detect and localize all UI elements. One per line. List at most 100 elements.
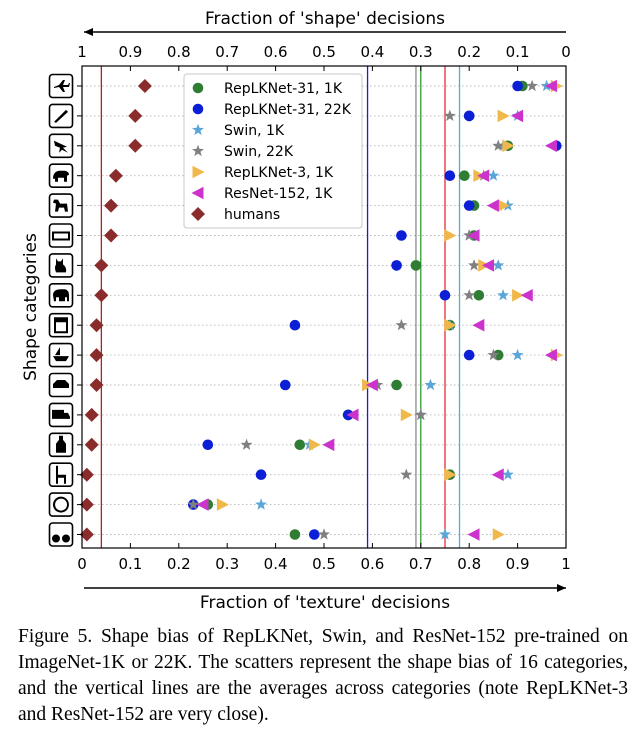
point-swin-1k-cat: [492, 259, 505, 271]
bear-icon: [48, 163, 74, 188]
point-humans-keyboard: [104, 228, 119, 243]
legend-marker: [191, 186, 204, 200]
point-replknet-31-22k-bear: [444, 170, 456, 181]
legend-label: ResNet-152, 1K: [224, 186, 333, 202]
point-replknet-31-22k-knife: [463, 110, 475, 122]
legend-item: RepLKNet-31, 22K: [192, 102, 352, 118]
point-swin-22k-boat: [487, 348, 500, 361]
point-resnet-152-1k-bear: [477, 169, 490, 182]
point-replknet-31-1k-bottle: [294, 439, 306, 451]
legend-marker: [192, 82, 204, 94]
knife-icon: [48, 103, 74, 129]
point-replknet-3-1k-oven: [444, 318, 457, 332]
legend-marker: [192, 103, 204, 115]
point-humans-truck: [84, 407, 99, 422]
bottom-tick-label: 0.8: [457, 555, 481, 573]
point-swin-22k-elephant: [463, 289, 476, 301]
legend-label: Swin, 22K: [224, 144, 294, 160]
top-tick-label: 0.8: [167, 43, 191, 61]
point-replknet-31-22k-keyboard: [396, 230, 407, 241]
point-replknet-31-22k-bicycle: [309, 529, 320, 540]
legend-marker: [192, 165, 205, 179]
point-resnet-152-1k-bottle: [322, 438, 335, 452]
average-lines: [100, 66, 461, 548]
truck-icon: [48, 402, 74, 428]
top-tick-label: 0.2: [457, 43, 481, 61]
point-swin-22k-oven: [395, 318, 408, 331]
boat-icon: [48, 342, 74, 368]
bottom-tick-label: 0.1: [118, 555, 142, 573]
bottom-tick-label: 1: [561, 555, 571, 573]
bottom-tick-label: 0.9: [506, 555, 530, 573]
point-humans-dog: [104, 198, 119, 213]
point-resnet-152-1k-bird: [544, 139, 557, 153]
dog-icon: [48, 193, 74, 218]
legend-label: RepLKNet-3, 1K: [224, 165, 334, 181]
point-replknet-31-22k-chair: [255, 469, 267, 481]
point-resnet-152-1k-airplane: [544, 79, 557, 93]
point-swin-22k-airplane: [526, 79, 539, 92]
point-replknet-3-1k-dog: [497, 199, 510, 212]
top-tick-label: 0.5: [312, 43, 336, 61]
point-replknet-3-1k-keyboard: [444, 229, 457, 242]
category-icons: [48, 73, 74, 547]
point-humans-cat: [94, 258, 109, 273]
oven-icon: [48, 312, 74, 338]
top-tick-label: 1: [77, 43, 87, 61]
point-replknet-3-1k-chair: [444, 468, 457, 481]
point-swin-1k-car: [424, 378, 437, 391]
point-replknet-31-22k-elephant: [439, 290, 451, 301]
point-replknet-3-1k-bicycle: [492, 528, 505, 541]
airplane-icon: [48, 73, 74, 99]
point-replknet-31-22k-car: [279, 379, 291, 391]
bird-icon: [48, 133, 74, 159]
bottom-tick-label: 0.5: [312, 555, 336, 573]
x-axis-title: Fraction of 'texture' decisions: [200, 593, 450, 613]
top-tick-label: 0.6: [264, 43, 288, 61]
point-resnet-152-1k-keyboard: [467, 229, 480, 242]
bottom-tick-label: 0.3: [215, 555, 239, 573]
gridlines: [82, 85, 566, 535]
point-swin-22k-bird: [492, 139, 505, 151]
bottom-tick-label: 0.7: [409, 555, 433, 573]
legend-box: [183, 73, 363, 229]
point-humans-clock: [79, 497, 94, 512]
legend-label: humans: [224, 207, 280, 223]
point-replknet-31-1k-bicycle: [289, 529, 301, 540]
y-axis-title: Shape categories: [21, 233, 41, 381]
point-swin-1k-clock: [255, 498, 268, 510]
clock-icon: [48, 492, 74, 517]
legend-item: RepLKNet-31, 1K: [192, 81, 343, 97]
top-tick-label: 0.9: [118, 43, 142, 61]
point-replknet-3-1k-truck: [400, 408, 413, 422]
point-replknet-31-22k-bottle: [202, 439, 214, 451]
bottom-tick-label: 0: [77, 555, 87, 573]
point-swin-22k-chair: [400, 468, 413, 480]
point-humans-bottle: [84, 437, 99, 452]
cat-icon: [48, 253, 74, 278]
point-humans-airplane: [137, 79, 152, 93]
point-replknet-3-1k-elephant: [512, 289, 525, 302]
point-resnet-152-1k-knife: [511, 109, 524, 123]
top-tick-label: 0.7: [215, 43, 239, 61]
point-resnet-152-1k-car: [365, 378, 378, 392]
point-humans-oven: [89, 318, 104, 333]
point-humans-bear: [108, 168, 123, 183]
point-replknet-31-22k-oven: [289, 319, 301, 331]
point-humans-car: [89, 378, 104, 392]
bottom-tick-label: 0.6: [360, 555, 384, 573]
point-humans-knife: [128, 108, 143, 123]
bottom-tick-label: 0.2: [167, 555, 191, 573]
point-humans-boat: [89, 348, 104, 363]
point-swin-1k-bicycle: [439, 528, 451, 540]
point-replknet-31-22k-airplane: [512, 80, 523, 92]
legend-label: Swin, 1K: [224, 123, 285, 139]
legend-item: ResNet-152, 1K: [191, 186, 333, 202]
legend-label: RepLKNet-31, 1K: [224, 81, 343, 97]
point-replknet-3-1k-clock: [216, 498, 229, 511]
elephant-icon: [48, 282, 74, 308]
bicycle-icon: [48, 522, 74, 547]
chair-icon: [48, 462, 74, 488]
point-resnet-152-1k-clock: [196, 498, 209, 511]
point-resnet-152-1k-bicycle: [467, 528, 480, 541]
